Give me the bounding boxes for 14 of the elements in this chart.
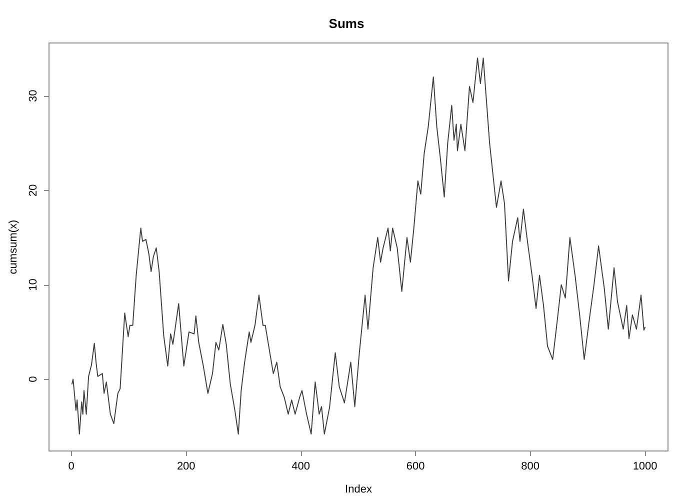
chart-title: Sums [328,16,364,31]
x-tick-label: 600 [406,460,425,472]
x-tick-label: 400 [292,460,310,472]
x-tick-label: 0 [68,460,74,472]
y-tick-label: 30 [28,90,40,102]
line-series [71,58,646,434]
y-tick-label: 0 [28,376,40,382]
x-tick-label: 200 [176,460,196,472]
y-tick-label: 10 [28,278,40,291]
x-axis-title: Index [345,484,372,496]
x-tick-label: 800 [521,460,540,472]
y-tick-label: 20 [28,184,40,196]
x-tick-label: 1000 [632,460,658,472]
y-axis-title: cumsum(x) [8,220,20,274]
